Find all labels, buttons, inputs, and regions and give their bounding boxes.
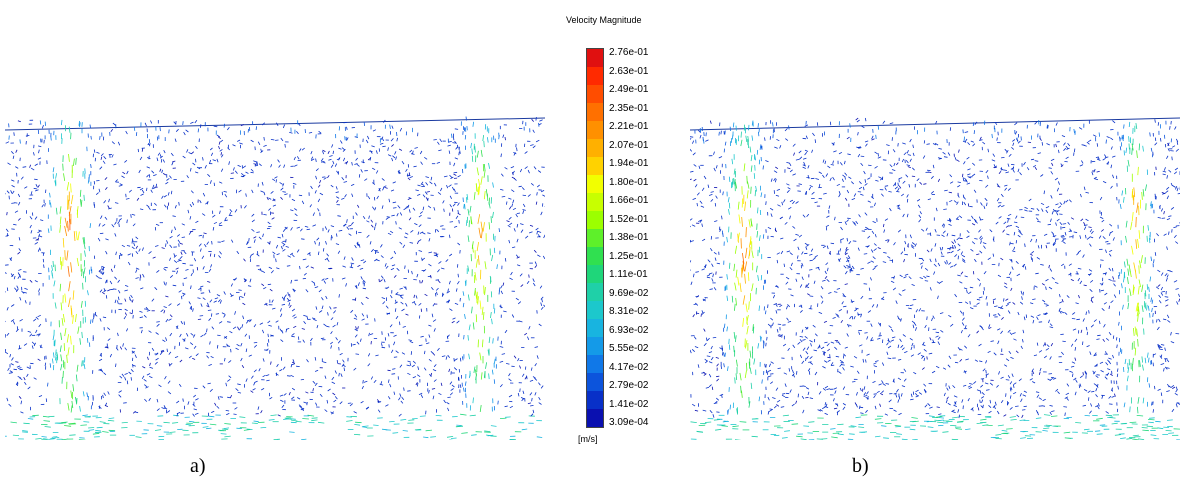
colorbar-swatch	[587, 157, 603, 175]
colorbar-swatch	[587, 373, 603, 391]
colorbar-swatch	[587, 283, 603, 301]
colorbar-swatch	[587, 49, 603, 67]
colorbar-tick-label: 1.94e-01	[609, 159, 648, 169]
colorbar-tick-label: 2.76e-01	[609, 48, 648, 58]
colorbar-swatch	[587, 265, 603, 283]
colorbar-tick-label: 9.69e-02	[609, 289, 648, 299]
caption-a: a)	[190, 455, 206, 478]
colorbar-tick-label: 2.07e-01	[609, 141, 648, 151]
caption-b: b)	[852, 455, 869, 478]
colorbar-swatch	[587, 175, 603, 193]
colorbar-swatch	[587, 67, 603, 85]
colorbar-tick-label: 2.21e-01	[609, 122, 648, 132]
colorbar-tick-label: 1.38e-01	[609, 233, 648, 243]
colorbar-tick-label: 8.31e-02	[609, 307, 648, 317]
colorbar-swatch	[587, 391, 603, 409]
colorbar-swatch	[587, 337, 603, 355]
colorbar-tick-label: 1.66e-01	[609, 196, 648, 206]
colorbar-tick-label: 1.11e-01	[609, 270, 648, 280]
colorbar-tick-label: 1.25e-01	[609, 252, 648, 262]
colorbar-tick-label: 2.79e-02	[609, 381, 648, 391]
colorbar-tick-label: 2.63e-01	[609, 67, 648, 77]
colorbar-swatch	[587, 193, 603, 211]
legend-unit: [m/s]	[578, 434, 598, 444]
colorbar-swatch	[587, 301, 603, 319]
vector-field-b	[690, 110, 1180, 440]
colorbar-swatch	[587, 229, 603, 247]
colorbar-tick-label: 2.49e-01	[609, 85, 648, 95]
colorbar-tick-label: 2.35e-01	[609, 104, 648, 114]
vector-plot-a	[5, 110, 545, 440]
colorbar	[586, 48, 604, 428]
colorbar-tick-label: 1.80e-01	[609, 178, 648, 188]
vector-field-a	[5, 110, 545, 440]
colorbar-swatch	[587, 247, 603, 265]
colorbar-tick-label: 1.41e-02	[609, 400, 648, 410]
colorbar-swatch	[587, 121, 603, 139]
colorbar-swatch	[587, 319, 603, 337]
colorbar-tick-label: 6.93e-02	[609, 326, 648, 336]
colorbar-tick-label: 3.09e-04	[609, 418, 648, 428]
colorbar-swatch	[587, 211, 603, 229]
colorbar-swatch	[587, 139, 603, 157]
domain-boundary	[690, 118, 1180, 130]
colorbar-swatch	[587, 85, 603, 103]
colorbar-tick-label: 4.17e-02	[609, 363, 648, 373]
colorbar-tick-labels: 2.76e-01 2.63e-01 2.49e-01 2.35e-01 2.21e-01…	[609, 48, 679, 428]
colorbar-tick-label: 1.52e-01	[609, 215, 648, 225]
colorbar-swatch	[587, 409, 603, 427]
colorbar-swatch	[587, 355, 603, 373]
colorbar-tick-label: 5.55e-02	[609, 344, 648, 354]
colorbar-swatch	[587, 103, 603, 121]
vector-plot-b	[690, 110, 1180, 440]
legend-title: Velocity Magnitude	[566, 15, 642, 25]
